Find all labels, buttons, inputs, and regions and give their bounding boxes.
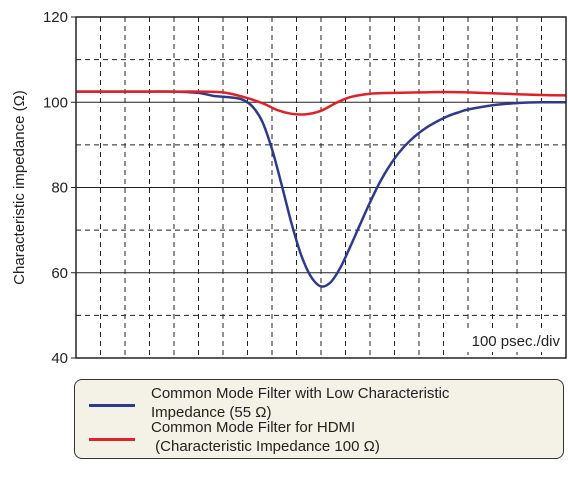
series-line-hdmi xyxy=(76,90,567,116)
legend-item-low-impedance-filter: Common Mode Filter with Low Characterist… xyxy=(89,384,551,422)
series-line-low-impedance xyxy=(76,90,567,288)
major-gridlines xyxy=(76,101,566,274)
legend-label-low-impedance: Common Mode Filter with Low Characterist… xyxy=(151,384,551,422)
y-tick-label: 40 xyxy=(51,350,68,367)
legend-label-line: Common Mode Filter for HDMI xyxy=(151,419,356,436)
legend-swatch-low-impedance xyxy=(89,404,135,407)
y-tick-label: 100 xyxy=(43,94,68,111)
y-tick-label: 120 xyxy=(43,9,68,26)
legend-swatch-hdmi xyxy=(89,438,135,441)
y-tick-labels: 40 60 80 100 120 xyxy=(43,9,76,367)
minor-gridlines xyxy=(76,17,566,358)
y-tick-label: 60 xyxy=(51,265,68,282)
y-tick-label: 80 xyxy=(51,180,68,197)
series-layer xyxy=(76,90,567,288)
legend-label-line: Impedance (55 Ω) xyxy=(151,404,272,421)
legend-label-line: Common Mode Filter with Low Characterist… xyxy=(151,385,450,402)
time-division-annotation: 100 psec./div xyxy=(472,333,561,350)
legend-label-hdmi: Common Mode Filter for HDMI (Characteris… xyxy=(151,418,551,456)
chart: 40 60 80 100 120 Characteristic impedance (Ω… xyxy=(11,9,567,367)
legend: Common Mode Filter with Low Characterist… xyxy=(74,379,564,459)
annotation-background xyxy=(448,328,563,352)
legend-item-hdmi-filter: Common Mode Filter for HDMI (Characteris… xyxy=(89,418,551,456)
y-axis-title: Characteristic impedance (Ω) xyxy=(11,90,28,285)
legend-label-line: (Characteristic Impedance 100 Ω) xyxy=(151,438,380,455)
